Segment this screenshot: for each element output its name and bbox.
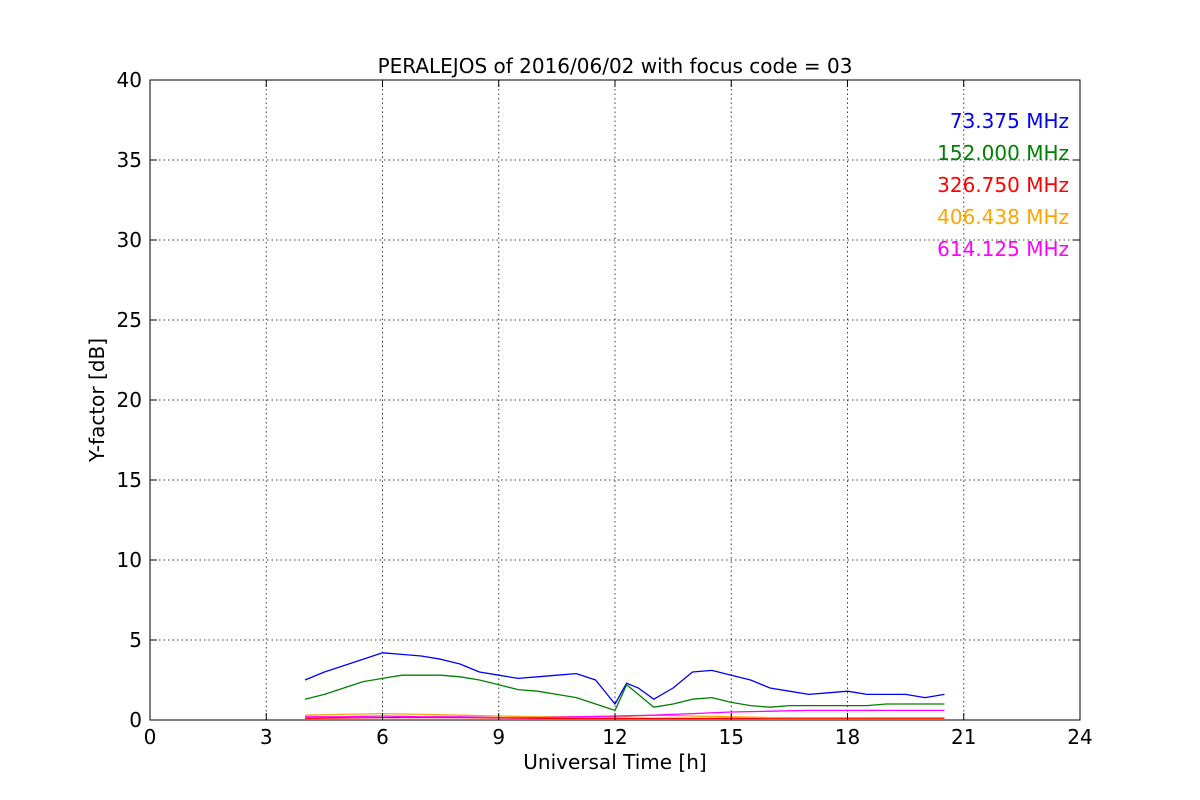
y-tick-label: 0 (129, 708, 142, 732)
y-tick-label: 30 (117, 228, 142, 252)
legend-entry-3: 406.438 MHz (937, 205, 1069, 229)
series-line-4 (305, 709, 945, 719)
series-line-0 (304, 652, 945, 705)
y-tick-labels: 0 5 10 15 20 25 30 35 40 (117, 68, 142, 732)
ticks (149, 79, 1081, 721)
y-tick-label: 15 (117, 468, 142, 492)
legend-entry-2: 326.750 MHz (937, 173, 1069, 197)
x-tick-label: 6 (376, 725, 389, 749)
y-tick-label: 5 (129, 628, 142, 652)
y-tick-label: 35 (117, 148, 142, 172)
y-tick-label: 25 (117, 308, 142, 332)
x-tick-label: 9 (492, 725, 505, 749)
y-tick-label: 10 (117, 548, 142, 572)
legend: 73.375 MHz 152.000 MHz 326.750 MHz 406.438 … (937, 109, 1069, 261)
y-axis-title: Y-factor [dB] (85, 338, 109, 463)
series-line-1 (304, 674, 945, 712)
x-tick-label: 21 (951, 725, 976, 749)
x-tick-label: 24 (1067, 725, 1092, 749)
x-tick-label: 18 (835, 725, 860, 749)
chart-title: PERALEJOS of 2016/06/02 with focus code … (378, 54, 853, 78)
x-tick-label: 3 (260, 725, 273, 749)
x-tick-labels: 0 3 6 9 12 15 18 21 24 (144, 725, 1093, 749)
x-tick-label: 0 (144, 725, 157, 749)
legend-entry-1: 152.000 MHz (937, 141, 1069, 165)
x-tick-label: 12 (602, 725, 627, 749)
y-tick-label: 40 (117, 68, 142, 92)
y-tick-label: 20 (117, 388, 142, 412)
legend-entry-4: 614.125 MHz (937, 237, 1069, 261)
x-axis-title: Universal Time [h] (523, 750, 706, 774)
x-tick-label: 15 (719, 725, 744, 749)
legend-entry-0: 73.375 MHz (950, 109, 1069, 133)
grid (150, 80, 1080, 720)
